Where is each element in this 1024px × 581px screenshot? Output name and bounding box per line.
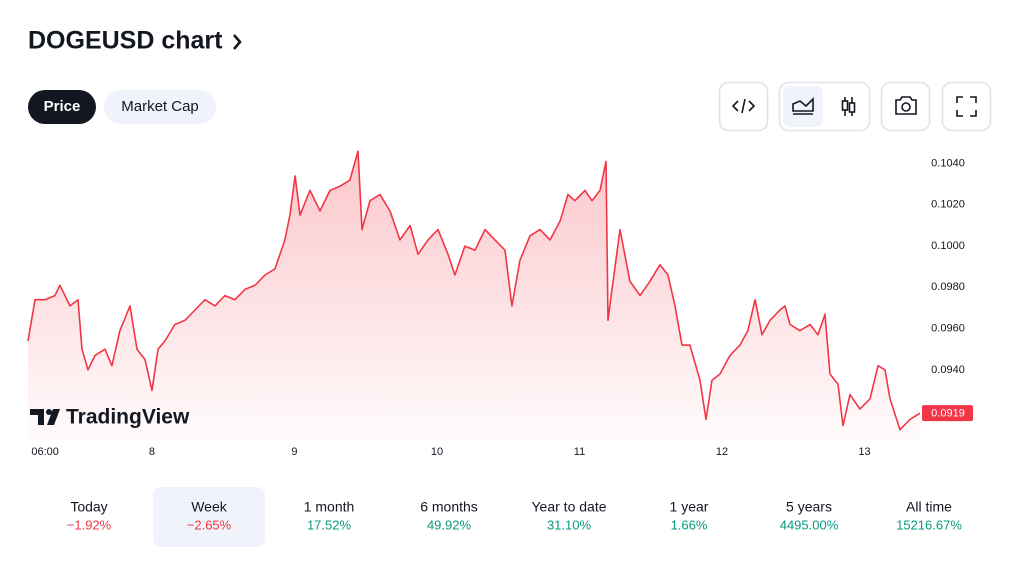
period-label[interactable]: 1 year <box>670 499 709 515</box>
candle-icon-body <box>841 100 849 111</box>
x-tick-label: 8 <box>149 446 155 458</box>
period-label[interactable]: Week <box>191 499 228 515</box>
chart-style-group <box>778 81 871 132</box>
x-tick-label: 12 <box>716 446 728 458</box>
period-change: 1.66% <box>671 517 708 532</box>
period-label[interactable]: 6 months <box>420 499 478 515</box>
period-change: −1.92% <box>67 517 112 532</box>
tab-price[interactable] <box>28 90 96 124</box>
price-line <box>27 150 921 431</box>
camera-lens <box>901 102 911 112</box>
period-bar: Today −1.92% Week −2.65% 1 month 17.52% 6 mont… <box>67 487 962 547</box>
snapshot-button[interactable] <box>880 81 931 132</box>
title-chevron[interactable] <box>233 34 242 50</box>
period-label[interactable]: 5 years <box>786 499 832 515</box>
page-title[interactable]: DOGEUSD chart <box>28 27 223 55</box>
period-change: 17.52% <box>307 517 352 532</box>
period-change: −2.65% <box>187 517 232 532</box>
y-tick-label: 0.1040 <box>931 157 965 169</box>
period-label[interactable]: Today <box>70 499 107 515</box>
x-tick-label: 10 <box>431 446 443 458</box>
x-tick-label: 13 <box>858 446 870 458</box>
selected-period-bg <box>153 487 265 547</box>
period-change: 49.92% <box>427 517 472 532</box>
period-change: 15216.67% <box>896 517 962 532</box>
watermark-logo <box>30 409 44 425</box>
y-tick-label: 0.1000 <box>931 240 965 252</box>
tab-market-cap[interactable] <box>104 90 216 124</box>
fullscreen-icon <box>956 96 977 117</box>
period-label[interactable]: 1 month <box>304 499 355 515</box>
watermark-logo <box>47 409 60 425</box>
toolbar <box>718 81 992 132</box>
area-style-button[interactable] <box>783 86 823 127</box>
embed-icon <box>731 98 756 114</box>
camera-icon <box>895 96 917 115</box>
embed-button[interactable] <box>718 81 769 132</box>
tab-label[interactable]: Price <box>44 98 81 115</box>
period-change: 4495.00% <box>780 517 839 532</box>
chart: 0.0940 0.0960 0.0980 0.1000 0.1020 0.1040 06:0… <box>27 150 973 458</box>
area-fill <box>28 151 920 440</box>
last-price-badge <box>922 405 973 422</box>
fullscreen-button[interactable] <box>941 81 992 132</box>
candle-icon-body <box>848 102 856 113</box>
last-price-label: 0.0919 <box>931 408 965 420</box>
period-label[interactable]: Year to date <box>532 499 607 515</box>
watermark: TradingView <box>30 406 190 429</box>
x-tick-label: 11 <box>574 446 585 458</box>
period-change: 31.10% <box>547 517 592 532</box>
y-tick-label: 0.0980 <box>931 281 965 293</box>
watermark-logo <box>46 409 52 415</box>
x-tick-label: 06:00 <box>31 446 59 458</box>
tab-label[interactable]: Market Cap <box>121 98 199 115</box>
y-tick-label: 0.0940 <box>931 364 965 376</box>
period-label[interactable]: All time <box>906 499 952 515</box>
x-tick-label: 9 <box>291 446 297 458</box>
area-icon <box>792 97 814 115</box>
watermark-text: TradingView <box>66 406 190 429</box>
y-tick-label: 0.1020 <box>931 199 965 211</box>
y-tick-label: 0.0960 <box>931 323 965 335</box>
